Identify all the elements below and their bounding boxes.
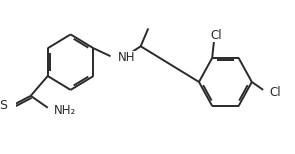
Text: Cl: Cl	[210, 29, 222, 42]
Text: NH₂: NH₂	[53, 104, 76, 117]
Text: NH: NH	[118, 51, 135, 64]
Text: Cl: Cl	[270, 86, 281, 99]
Text: S: S	[0, 99, 7, 112]
